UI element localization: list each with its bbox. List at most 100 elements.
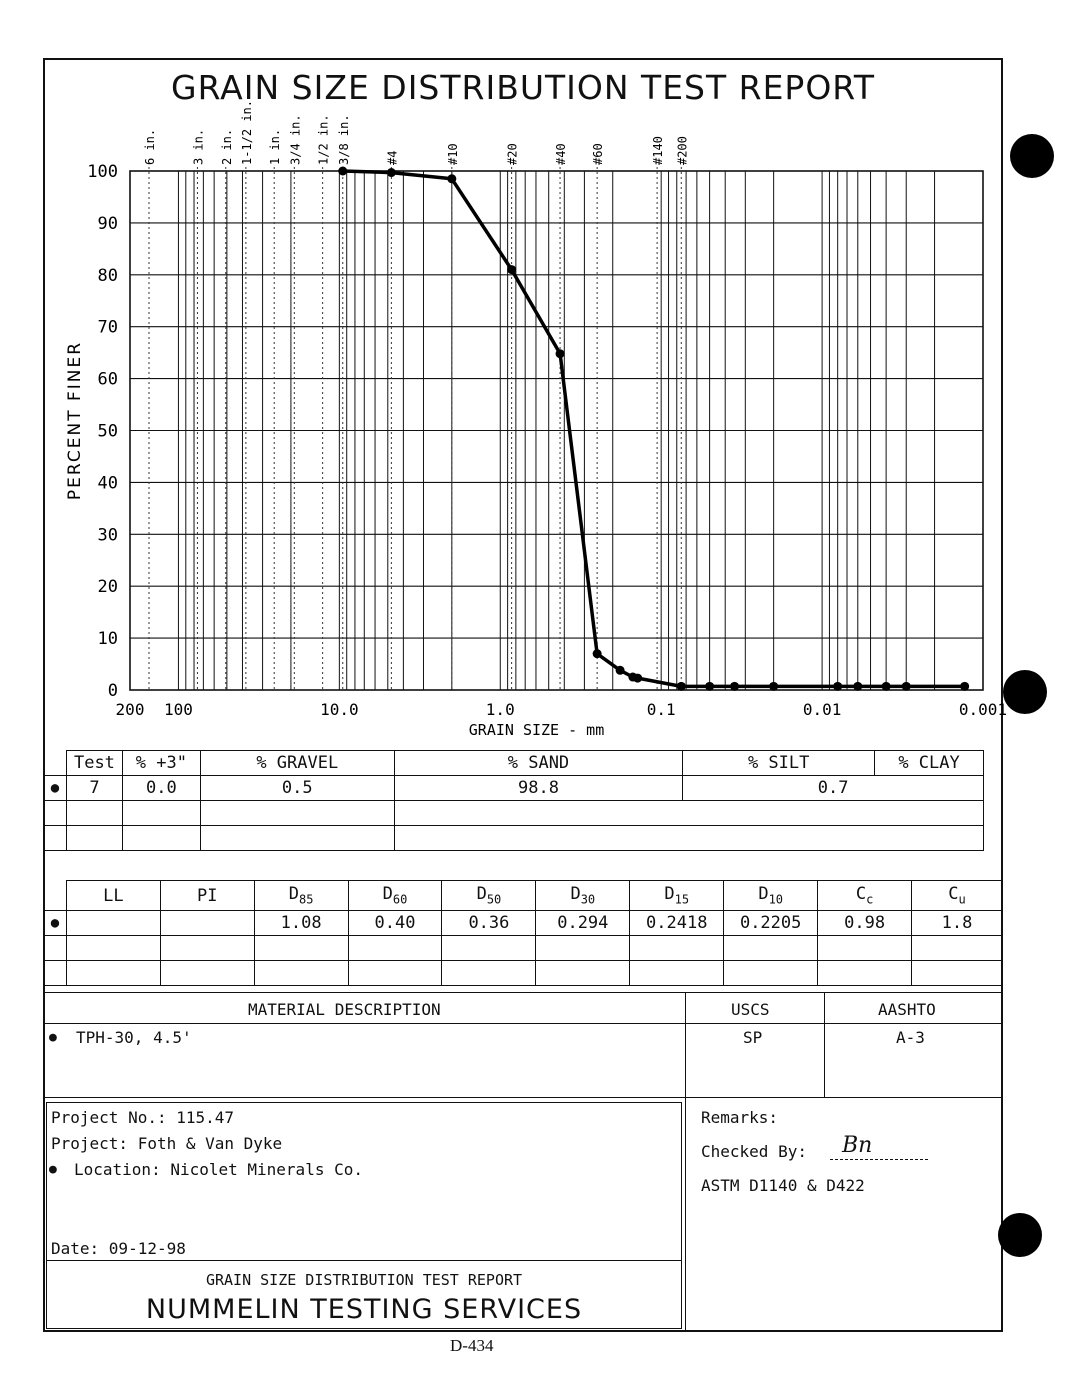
data-point xyxy=(447,174,457,184)
empty-cell xyxy=(723,960,819,986)
cell-test: 7 xyxy=(65,775,123,801)
y-axis-label: PERCENT FINER xyxy=(65,341,85,500)
uscs-header: USCS xyxy=(731,1000,770,1019)
empty-cell xyxy=(65,825,123,851)
uscs-divider xyxy=(685,992,686,1098)
y-tick-label: 60 xyxy=(98,370,118,390)
y-tick-label: 20 xyxy=(98,577,118,597)
empty-cell xyxy=(441,960,537,986)
x-tick-label: 0.001 xyxy=(959,700,1007,719)
report-frame xyxy=(43,58,1003,1332)
uscs-value: SP xyxy=(743,1028,763,1047)
sieve-label: #140 xyxy=(651,136,665,165)
cell-plus3: 0.0 xyxy=(121,775,201,801)
d60-subscript: 60 xyxy=(392,892,408,907)
empty-cell xyxy=(121,825,201,851)
empty-cell xyxy=(629,960,725,986)
row-bullet: ● xyxy=(43,910,67,936)
empty-cell xyxy=(159,960,255,986)
material-bullet: ● xyxy=(49,1030,57,1045)
empty-cell xyxy=(535,960,631,986)
cell-ll xyxy=(65,910,161,936)
empty-cell xyxy=(441,935,537,961)
sieve-label: #10 xyxy=(446,143,460,165)
x-tick-label: 1.0 xyxy=(486,700,515,719)
empty-cell xyxy=(393,825,985,851)
punch-hole-bottom xyxy=(998,1213,1042,1257)
remarks-divider xyxy=(685,1098,686,1332)
signature-line xyxy=(830,1159,928,1160)
punch-hole-top xyxy=(1010,134,1054,178)
empty-cell xyxy=(65,935,161,961)
d85-letter: D xyxy=(288,884,300,905)
header-d30: D30 xyxy=(535,880,631,911)
cell-sand: 98.8 xyxy=(393,775,684,801)
sieve-label: #60 xyxy=(591,143,605,165)
material-header-line xyxy=(43,1023,1003,1024)
y-tick-label: 50 xyxy=(98,422,118,442)
data-point xyxy=(338,166,348,176)
data-point xyxy=(592,649,602,659)
header-sand: % SAND xyxy=(393,750,684,776)
series-line xyxy=(342,169,965,689)
punch-hole-middle xyxy=(1003,670,1047,714)
footer-company: NUMMELIN TESTING SERVICES xyxy=(145,1294,583,1325)
sieve-label: 2 in. xyxy=(220,129,234,165)
x-tick-label: 0.01 xyxy=(803,700,842,719)
project-block xyxy=(46,1102,682,1329)
data-point xyxy=(507,265,517,275)
cu-letter: C xyxy=(948,884,959,905)
empty-cell xyxy=(159,935,255,961)
data-point xyxy=(615,665,625,675)
empty-cell xyxy=(199,825,395,851)
data-point xyxy=(386,168,396,178)
empty-cell xyxy=(911,935,1003,961)
sieve-label: 1-1/2 in. xyxy=(240,100,254,165)
cell-cc: 0.98 xyxy=(817,910,913,936)
y-tick-label: 90 xyxy=(98,214,118,234)
header-d85: D85 xyxy=(253,880,349,911)
header-ll: LL xyxy=(65,880,161,911)
empty-cell xyxy=(65,800,123,826)
header-d15: D15 xyxy=(629,880,725,911)
empty-cell xyxy=(253,935,349,961)
header-cc: Cc xyxy=(817,880,913,911)
empty-cell xyxy=(911,960,1003,986)
sieve-label: 1/2 in. xyxy=(317,114,331,165)
empty-cell xyxy=(535,935,631,961)
project-footer-line xyxy=(46,1260,682,1261)
header-clay: % CLAY xyxy=(874,750,984,776)
cc-subscript: c xyxy=(866,892,874,907)
empty-cell xyxy=(199,800,395,826)
data-point xyxy=(769,681,779,691)
checked-by-label: Checked By: xyxy=(701,1142,807,1161)
d15-subscript: 15 xyxy=(674,892,690,907)
cell-d85: 1.08 xyxy=(253,910,349,936)
data-point xyxy=(881,681,891,691)
cell-d60: 0.40 xyxy=(347,910,443,936)
x-tick-label: 100 xyxy=(164,700,193,719)
sieve-label: 6 in. xyxy=(143,129,157,165)
header-gravel: % GRAVEL xyxy=(199,750,395,776)
row-bullet: ● xyxy=(43,775,67,801)
data-point xyxy=(853,681,863,691)
empty-cell xyxy=(817,960,913,986)
x-tick-label: 0.1 xyxy=(647,700,676,719)
empty-cell xyxy=(65,960,161,986)
aashto-header: AASHTO xyxy=(878,1000,936,1019)
cu-subscript: u xyxy=(958,892,966,907)
aashto-value: A-3 xyxy=(896,1028,925,1047)
data-point xyxy=(901,681,911,691)
y-tick-label: 70 xyxy=(98,318,118,338)
d50-letter: D xyxy=(476,884,487,905)
project-location: Location: Nicolet Minerals Co. xyxy=(74,1160,363,1179)
remarks-label: Remarks: xyxy=(701,1108,779,1127)
d50-subscript: 50 xyxy=(486,892,502,907)
y-tick-label: 0 xyxy=(108,681,118,701)
data-point xyxy=(705,681,715,691)
project-name: Project: Foth & Van Dyke xyxy=(51,1134,283,1153)
empty-cell xyxy=(43,750,67,776)
data-point xyxy=(555,349,565,359)
sieve-label: 1 in. xyxy=(268,129,282,165)
empty-cell xyxy=(723,935,819,961)
